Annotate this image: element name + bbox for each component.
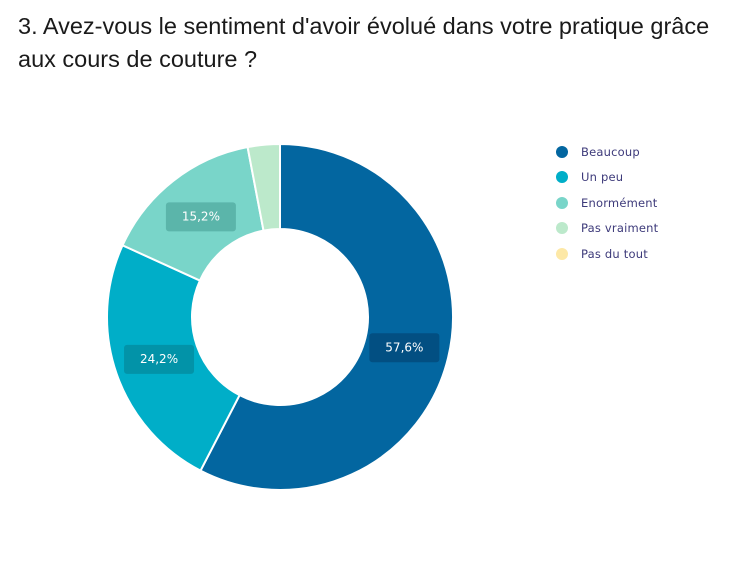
data-label-box: [165, 202, 236, 232]
data-label: 24,2%: [124, 344, 195, 374]
legend-label: Pas vraiment: [581, 221, 659, 236]
legend-label: Enormément: [581, 195, 658, 210]
legend-label: Pas du tout: [581, 246, 648, 261]
slice-pas-vraiment[interactable]: [246, 142, 281, 232]
legend-dot-icon: [556, 171, 568, 184]
legend-item[interactable]: Enormément: [556, 190, 658, 216]
data-label-text: 15,2%: [182, 209, 220, 223]
data-label-text: 24,2%: [140, 352, 178, 366]
slice-beaucoup[interactable]: [199, 142, 454, 491]
legend-dot-icon: [556, 145, 568, 158]
legend-item[interactable]: Beaucoup: [556, 139, 658, 165]
data-label-box: [124, 344, 195, 374]
data-label-box: [369, 333, 440, 363]
data-label: 57,6%: [369, 333, 440, 363]
legend-item[interactable]: Pas vraiment: [556, 216, 658, 242]
legend: Beaucoup Un peu Enormément Pas vraiment Pas …: [556, 139, 658, 267]
legend-dot-icon: [556, 196, 568, 209]
legend-label: Un peu: [581, 170, 624, 185]
legend-dot-icon: [556, 247, 568, 260]
legend-item[interactable]: Un peu: [556, 165, 658, 191]
chart-title: 3. Avez-vous le sentiment d'avoir évolué…: [18, 13, 710, 72]
data-label: 15,2%: [165, 202, 236, 232]
legend-dot-icon: [556, 222, 568, 235]
legend-label: Beaucoup: [581, 144, 640, 159]
legend-item[interactable]: Pas du tout: [556, 241, 658, 267]
data-label-text: 57,6%: [385, 340, 423, 354]
